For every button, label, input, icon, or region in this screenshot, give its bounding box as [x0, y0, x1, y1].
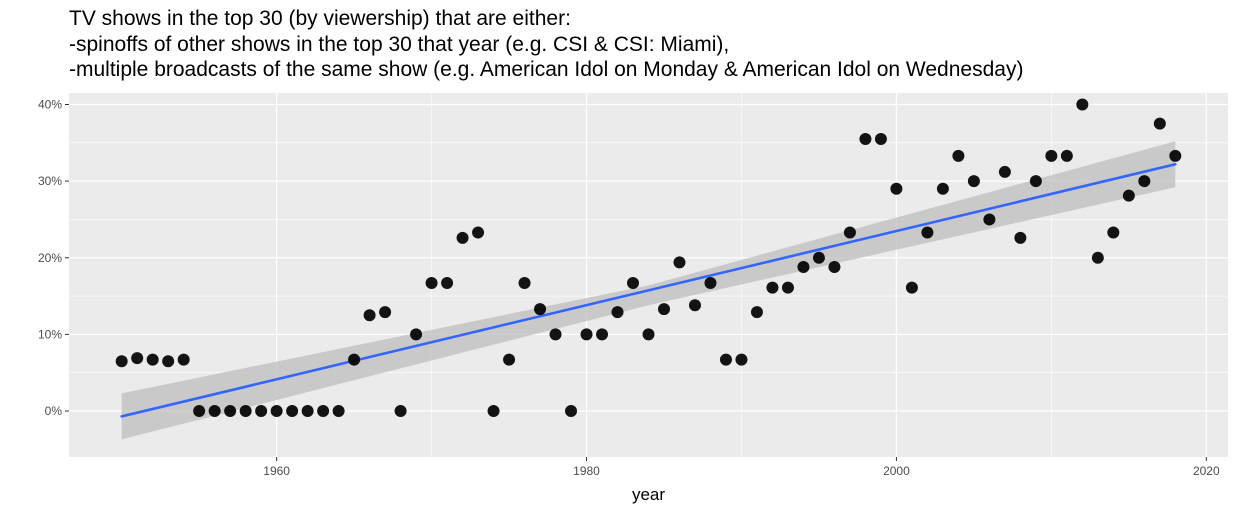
data-point [503, 353, 516, 366]
y-tick-label: 10% [38, 327, 62, 341]
data-point [766, 281, 779, 294]
data-point [1138, 175, 1151, 188]
y-tick-label: 40% [38, 97, 62, 111]
data-point [301, 405, 314, 418]
data-point [472, 226, 485, 239]
data-point [286, 405, 299, 418]
data-point [379, 306, 392, 319]
data-point [719, 353, 732, 366]
data-point [1045, 149, 1058, 162]
data-point [534, 303, 547, 316]
data-point [162, 355, 175, 368]
data-point [704, 277, 717, 290]
data-point [890, 182, 903, 195]
data-point [208, 405, 221, 418]
y-tick-label: 20% [38, 251, 62, 265]
data-point [905, 281, 918, 294]
data-point [425, 277, 438, 290]
title-line-3: -multiple broadcasts of the same show (e… [69, 58, 1024, 81]
data-point [518, 277, 531, 290]
data-point [735, 353, 748, 366]
data-point [177, 353, 190, 366]
data-point [131, 352, 144, 365]
data-point [921, 226, 934, 239]
data-point [193, 405, 206, 418]
data-point [441, 277, 454, 290]
trend-line [120, 162, 1177, 418]
data-point [828, 260, 841, 273]
trend-line-layer [120, 162, 1177, 418]
data-point [1029, 175, 1042, 188]
chart-title: TV shows in the top 30 (by viewership) t… [69, 6, 1023, 83]
data-point [611, 306, 624, 319]
data-point [549, 328, 562, 341]
x-tick-label: 1960 [263, 464, 290, 478]
data-point [146, 353, 159, 366]
x-tick-label: 2000 [883, 464, 910, 478]
data-point [410, 328, 423, 341]
data-point [1107, 226, 1120, 239]
data-point [317, 405, 330, 418]
data-point [580, 328, 593, 341]
data-point [1060, 149, 1073, 162]
data-point [456, 231, 469, 244]
data-point [1076, 98, 1089, 111]
data-point [657, 303, 670, 316]
title-line-1: TV shows in the top 30 (by viewership) t… [69, 7, 571, 30]
data-point [1169, 149, 1182, 162]
y-tick-label: 0% [45, 404, 63, 418]
data-point [781, 281, 794, 294]
y-tick-label: 30% [38, 174, 62, 188]
data-point [859, 132, 872, 145]
data-point [1091, 251, 1104, 264]
data-point [255, 405, 268, 418]
data-point [750, 306, 763, 319]
title-line-2: -spinoffs of other shows in the top 30 t… [69, 32, 730, 56]
data-point [688, 299, 701, 312]
data-point [363, 309, 376, 322]
x-tick-label: 1980 [573, 464, 600, 478]
data-point [224, 405, 237, 418]
data-point [1153, 117, 1166, 130]
x-axis-title: year [632, 485, 665, 504]
data-point [332, 405, 345, 418]
data-point [642, 328, 655, 341]
data-point [998, 165, 1011, 178]
data-point [843, 226, 856, 239]
data-point [812, 251, 825, 264]
data-point [1014, 231, 1027, 244]
data-point [565, 405, 578, 418]
data-point [394, 405, 407, 418]
data-point [1122, 189, 1135, 202]
data-point [673, 256, 686, 269]
data-point [487, 405, 500, 418]
data-point [596, 328, 609, 341]
data-points-layer [115, 98, 1182, 418]
data-point [952, 149, 965, 162]
axes: 0% 10% 20% 30% 40% 1960 1980 2000 2020 [38, 97, 1220, 478]
data-point [983, 213, 996, 226]
data-point [967, 175, 980, 188]
data-point [115, 355, 128, 368]
data-point [348, 353, 361, 366]
data-point [797, 260, 810, 273]
data-point [874, 132, 887, 145]
data-point [936, 182, 949, 195]
data-point [270, 405, 283, 418]
x-tick-label: 2020 [1193, 464, 1220, 478]
data-point [627, 277, 640, 290]
data-point [239, 405, 252, 418]
